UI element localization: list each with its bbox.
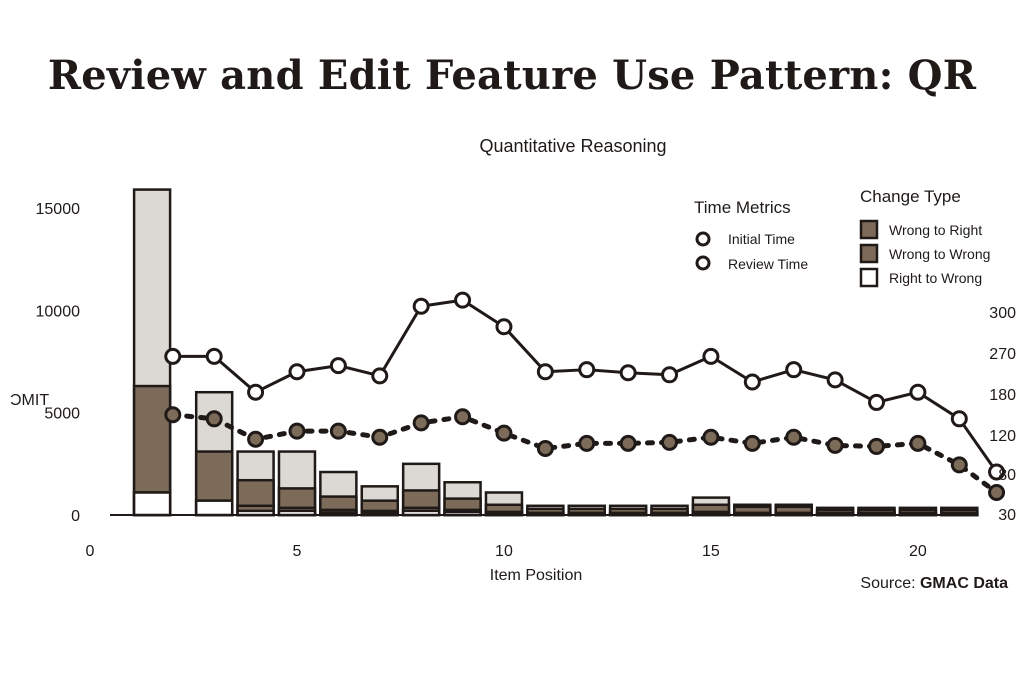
- initial-time-point-17: [826, 371, 844, 389]
- y-axis-label: ƆMIT: [10, 392, 49, 409]
- review-time-point-20: [950, 456, 968, 474]
- legend-wrong-to-right-label: Wrong to Right: [889, 222, 982, 238]
- y-right-tick-label-30: 30: [998, 507, 1016, 524]
- bar-right-to-wrong-1: [132, 491, 172, 517]
- y-right-tick-label-270: 270: [989, 346, 1016, 363]
- source-note: Source: GMAC Data: [860, 575, 1008, 593]
- y-right-tick-label-120: 120: [989, 428, 1016, 445]
- initial-time-point-13: [661, 366, 679, 384]
- x-tick-label-15: 15: [702, 543, 720, 560]
- review-time-point-5: [329, 422, 347, 440]
- legend-initial-marker: [695, 231, 711, 247]
- axes-layer: 0 5 10 15 20 0 5000 10000 15000 30 80 120 180 270 300: [36, 201, 1017, 560]
- y-left-tick-label-5000: 5000: [44, 406, 80, 423]
- review-time-line: [170, 412, 1000, 495]
- y-left-tick-label-15000: 15000: [36, 201, 81, 218]
- legend-wrong-to-right-swatch: [859, 219, 879, 240]
- legend-wrong-to-wrong-swatch: [859, 243, 879, 264]
- legend-wrong-to-wrong-label: Wrong to Wrong: [889, 246, 990, 262]
- review-time-point-3: [247, 430, 265, 448]
- x-tick-label-10: 10: [495, 543, 513, 560]
- chart-title: Review and Edit Feature Use Pattern: QR: [47, 52, 977, 99]
- initial-time-point-3: [247, 383, 265, 401]
- review-time-point-10: [536, 439, 554, 457]
- legend-time-metrics: Time Metrics Initial Time Review Time: [694, 198, 808, 272]
- review-time-point-16: [785, 428, 803, 446]
- initial-time-point-8: [454, 291, 472, 309]
- legend-right-to-wrong-label: Right to Wrong: [889, 270, 982, 286]
- legend-review-label: Review Time: [728, 256, 808, 272]
- initial-time-point-4: [288, 363, 306, 381]
- y-left-tick-label-10000: 10000: [36, 303, 81, 320]
- chart-subtitle: Quantitative Reasoning: [479, 136, 667, 156]
- y-right-tick-label-80: 80: [998, 467, 1016, 484]
- review-time-point-1: [164, 406, 182, 424]
- initial-time-point-18: [868, 393, 886, 411]
- initial-time-point-21: [988, 463, 1006, 481]
- initial-time-point-10: [536, 363, 554, 381]
- review-time-point-17: [826, 436, 844, 454]
- review-time-point-4: [288, 422, 306, 440]
- initial-time-point-5: [329, 357, 347, 375]
- legend-time-title: Time Metrics: [694, 198, 791, 217]
- initial-time-point-6: [371, 367, 389, 385]
- x-tick-label-5: 5: [293, 543, 302, 560]
- y-right-tick-label-180: 180: [989, 387, 1016, 404]
- review-time-point-8: [454, 408, 472, 426]
- initial-time-point-7: [412, 297, 430, 315]
- initial-time-point-12: [619, 364, 637, 382]
- review-time-point-11: [578, 434, 596, 452]
- legend-change-type: Change Type Wrong to Right Wrong to Wron…: [859, 187, 990, 288]
- source-prefix: Source:: [860, 575, 916, 592]
- legend-initial-label: Initial Time: [728, 231, 795, 247]
- review-time-point-15: [743, 434, 761, 452]
- source-name: GMAC Data: [919, 575, 1008, 592]
- review-time-point-14: [702, 428, 720, 446]
- bar-right-to-wrong-2: [194, 499, 234, 517]
- review-time-point-2: [205, 410, 223, 428]
- initial-time-point-14: [702, 347, 720, 365]
- review-time-point-6: [371, 428, 389, 446]
- y-right-tick-label-300: 300: [989, 305, 1016, 322]
- initial-time-point-1: [164, 347, 182, 365]
- x-tick-label-0: 0: [86, 543, 95, 560]
- legend-right-to-wrong-swatch: [859, 267, 879, 288]
- x-tick-label-20: 20: [909, 543, 927, 560]
- legend-review-marker: [695, 255, 711, 271]
- review-time-point-21: [988, 483, 1006, 501]
- initial-time-point-11: [578, 361, 596, 379]
- initial-time-point-16: [785, 361, 803, 379]
- legend-change-title: Change Type: [860, 187, 961, 206]
- y-left-tick-label-0: 0: [71, 508, 80, 525]
- review-time-point-19: [909, 434, 927, 452]
- x-axis-label: Item Position: [490, 567, 582, 584]
- initial-time-point-20: [950, 410, 968, 428]
- bars-layer: [110, 188, 979, 517]
- review-time-point-18: [868, 437, 886, 455]
- initial-time-point-2: [205, 347, 223, 365]
- review-time-point-9: [495, 424, 513, 442]
- initial-time-point-9: [495, 318, 513, 336]
- review-time-point-12: [619, 434, 637, 452]
- review-time-point-7: [412, 414, 430, 432]
- lines-layer: [164, 291, 1006, 501]
- initial-time-point-15: [743, 373, 761, 391]
- review-time-point-13: [661, 433, 679, 451]
- initial-time-point-19: [909, 383, 927, 401]
